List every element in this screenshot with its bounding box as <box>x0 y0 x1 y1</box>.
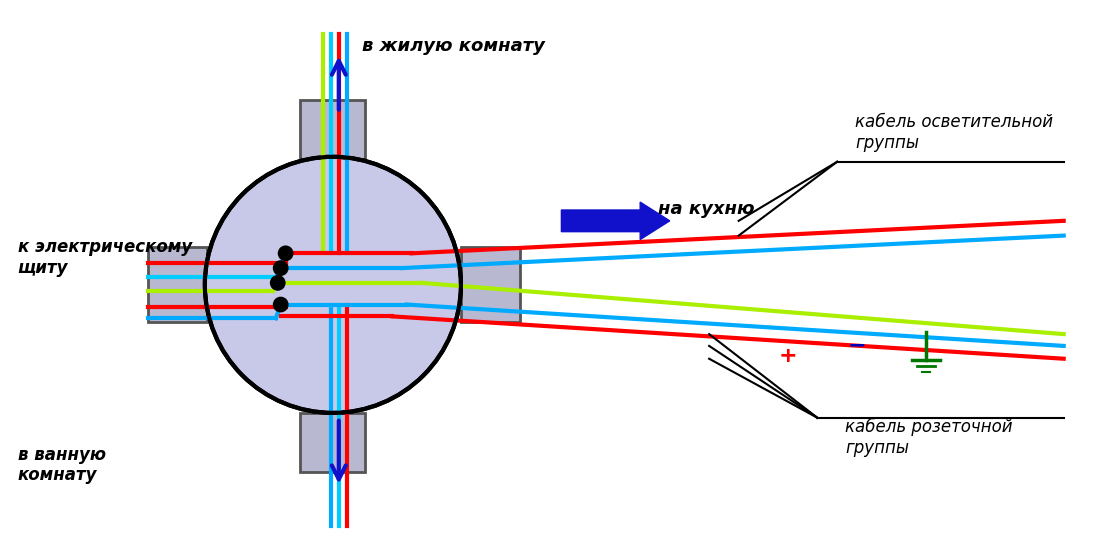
Text: −: − <box>848 336 866 356</box>
Text: кабель розеточной
группы: кабель розеточной группы <box>845 418 1012 457</box>
Text: +: + <box>779 346 798 366</box>
Circle shape <box>277 245 294 261</box>
Circle shape <box>273 296 288 312</box>
FancyArrow shape <box>561 202 670 240</box>
Text: в ванную
комнату: в ванную комнату <box>18 446 106 485</box>
Bar <box>300 413 365 472</box>
Text: на кухню: на кухню <box>658 200 755 218</box>
Text: к электрическому
щиту: к электрическому щиту <box>18 238 192 277</box>
Bar <box>461 248 520 322</box>
Text: кабель осветительной
группы: кабель осветительной группы <box>855 113 1053 152</box>
Text: в жилую комнату: в жилую комнату <box>362 36 546 54</box>
Circle shape <box>270 275 286 291</box>
Circle shape <box>273 260 288 276</box>
Circle shape <box>205 157 461 413</box>
Bar <box>147 248 207 322</box>
Bar <box>300 100 365 159</box>
